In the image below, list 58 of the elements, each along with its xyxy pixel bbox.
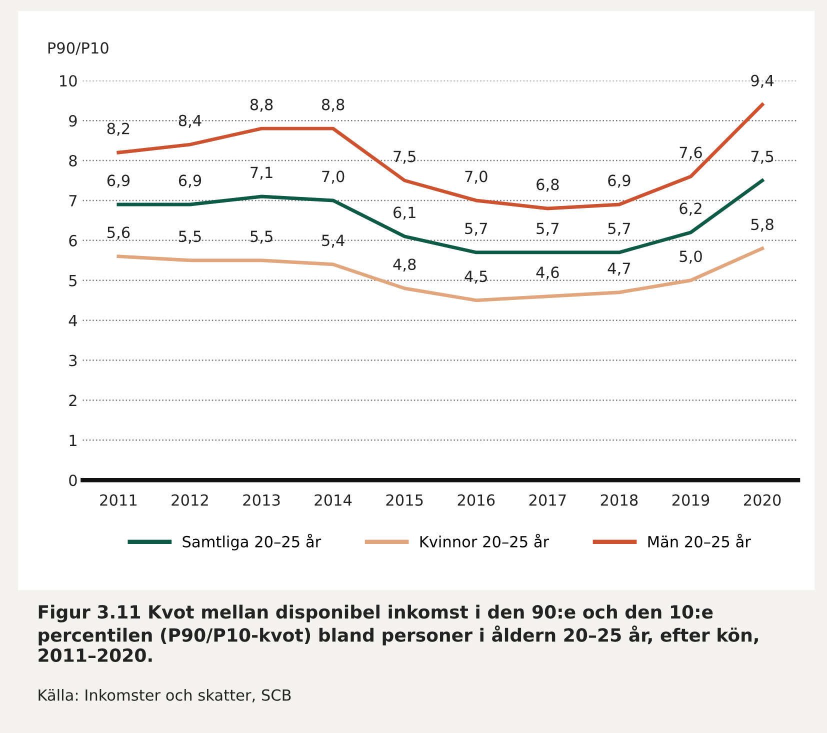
data-label: 5,7 — [608, 222, 630, 236]
x-tick-label: 2019 — [672, 494, 710, 506]
legend-label: Män 20–25 år — [648, 534, 751, 548]
y-tick-label: 6 — [69, 234, 77, 246]
data-label: 7,0 — [322, 170, 344, 184]
data-label: 7,6 — [680, 146, 702, 160]
y-tick-label: 0 — [69, 474, 77, 486]
data-label: 4,6 — [536, 266, 559, 280]
data-label: 6,9 — [178, 174, 202, 188]
data-label: 6,1 — [394, 206, 416, 220]
y-tick-label: 1 — [70, 434, 76, 446]
data-label: 7,5 — [751, 150, 774, 164]
text: Figur 3.11 Kvot mellan disponibel inkomst i den 90:e och den 10:e percentilen (P90/P10-kvot) bland personer i åldern 20–25 år, efter kön, 2011–2020. — [38, 604, 758, 662]
data-label: 5,6 — [108, 226, 130, 240]
y-tick-label: 9 — [69, 115, 77, 127]
x-tick-label: 2014 — [314, 494, 352, 506]
data-label: 7,0 — [465, 170, 488, 184]
y-tick-label: 8 — [69, 154, 77, 167]
data-label: 4,5 — [464, 270, 487, 284]
data-label: 5,8 — [751, 218, 774, 232]
data-label: 7,5 — [394, 150, 416, 164]
data-label: 5,7 — [536, 222, 559, 236]
x-tick-label: 2020 — [744, 494, 781, 506]
data-label: 5,4 — [322, 234, 344, 248]
legend-label: Samtliga 20–25 år — [182, 534, 322, 550]
x-tick-label: 2011 — [100, 494, 136, 506]
line-series — [116, 246, 764, 302]
y-tick-label: 5 — [69, 275, 77, 286]
y-axis-title: P90/P10 — [48, 42, 108, 55]
y-tick-label: 3 — [69, 354, 77, 366]
data-label: 8,2 — [107, 122, 130, 136]
x-tick-label: 2012 — [172, 494, 208, 506]
x-tick-label: 2017 — [529, 494, 566, 506]
x-tick-label: 2015 — [386, 494, 423, 506]
data-label: 8,8 — [322, 98, 344, 112]
x-tick-label: 2016 — [458, 494, 495, 506]
data-label: 6,9 — [608, 174, 630, 188]
x-tick-label: 2013 — [243, 494, 280, 506]
y-tick-label: 4 — [68, 314, 77, 326]
x-tick-label: 2018 — [600, 494, 638, 506]
data-label: 8,8 — [250, 98, 273, 112]
data-label: 9,4 — [751, 74, 774, 88]
data-label: 5,0 — [680, 250, 702, 264]
data-label: 4,8 — [393, 258, 416, 272]
data-label: 5,5 — [250, 230, 272, 244]
data-label: 5,5 — [179, 230, 201, 244]
text: Källa: Inkomster och skatter, SCB — [38, 689, 291, 702]
data-label: 5,7 — [465, 222, 487, 236]
data-label: 6,8 — [536, 178, 559, 192]
data-label: 6,9 — [107, 174, 130, 188]
data-label: 6,2 — [680, 202, 702, 216]
y-tick-label: 2 — [69, 394, 76, 406]
y-tick-label: 10 — [60, 75, 77, 87]
y-tick-label: 7 — [69, 195, 77, 206]
data-label: 8,4 — [178, 114, 202, 128]
data-label: 7,1 — [250, 166, 272, 180]
data-label: 4,7 — [608, 262, 630, 276]
legend-label: Kvinnor 20–25 år — [420, 534, 550, 548]
